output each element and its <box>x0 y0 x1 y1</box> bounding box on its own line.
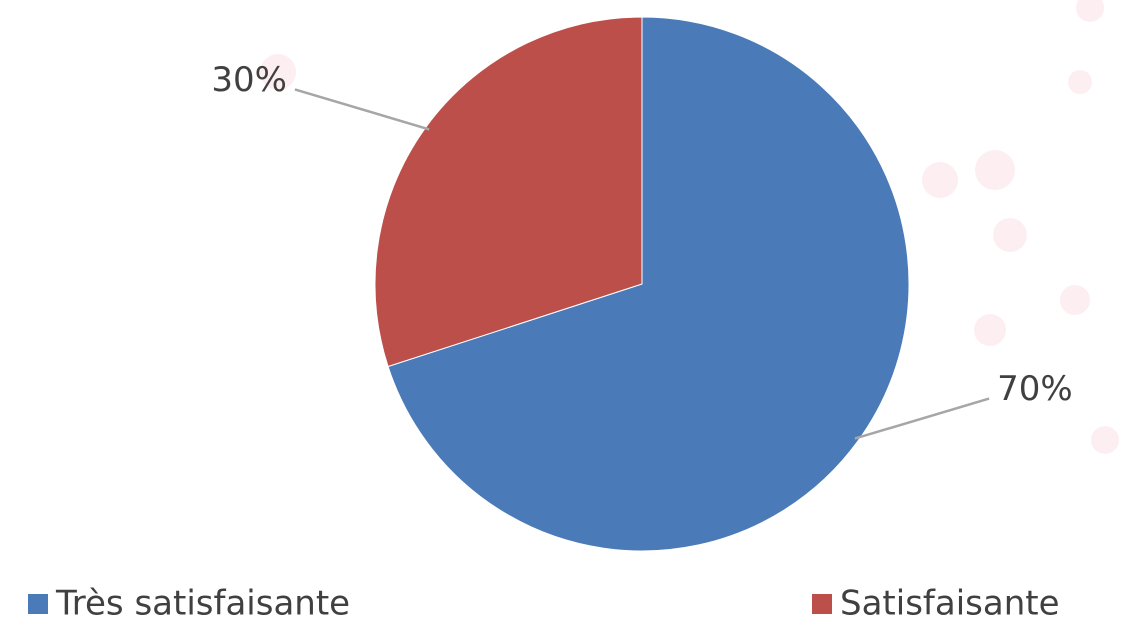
pie-slice <box>387 16 910 552</box>
leader-line <box>294 88 430 131</box>
legend-swatch <box>812 594 832 614</box>
leader-line <box>854 397 990 440</box>
legend-swatch <box>28 594 48 614</box>
background-bubbles <box>260 0 1119 454</box>
data-label: 70% <box>997 369 1073 409</box>
legend-label: Très satisfaisante <box>55 584 350 624</box>
data-label: 30% <box>211 60 287 100</box>
legend-label: Satisfaisante <box>840 584 1060 624</box>
pie-slice <box>374 16 643 368</box>
